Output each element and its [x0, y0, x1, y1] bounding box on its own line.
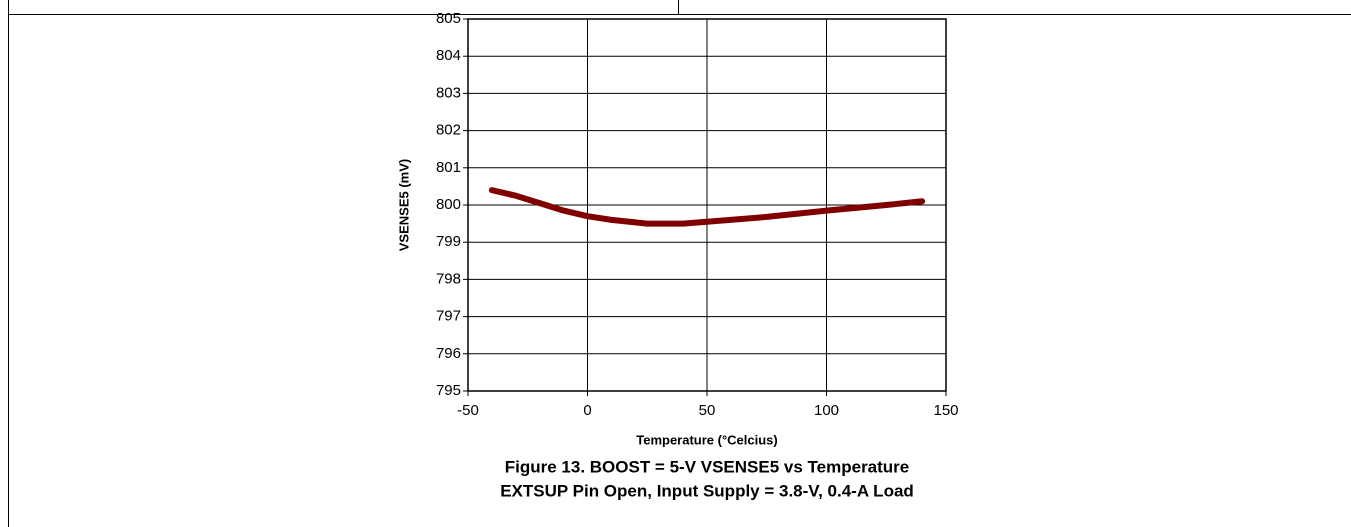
plot-border	[467, 18, 947, 392]
y-axis-label: VSENSE5 (mV)	[396, 159, 411, 251]
y-tick-label: 805	[436, 10, 461, 27]
x-tick-label: 50	[699, 402, 716, 419]
caption-title: Figure 13. BOOST = 5-V VSENSE5 vs Temper…	[505, 457, 910, 476]
y-tick-label: 795	[436, 382, 461, 399]
y-tick-label: 797	[436, 308, 461, 325]
y-tick-label: 799	[436, 233, 461, 250]
y-tick-label: 802	[436, 122, 461, 139]
y-tick-label: 800	[436, 196, 461, 213]
caption-subtitle: EXTSUP Pin Open, Input Supply = 3.8-V, 0…	[500, 481, 914, 500]
x-tick-label: 150	[933, 402, 958, 419]
x-tick-label: -50	[457, 402, 479, 419]
x-tick-label: 0	[583, 402, 591, 419]
y-tick-label: 804	[436, 47, 461, 64]
data-line	[488, 187, 926, 227]
y-tick-label: 803	[436, 84, 461, 101]
x-tick-label: 100	[814, 402, 839, 419]
x-axis-label: Temperature (°Celcius)	[636, 432, 778, 447]
y-tick-label: 801	[436, 159, 461, 176]
y-tick-label: 796	[436, 345, 461, 362]
y-tick-label: 798	[436, 270, 461, 287]
